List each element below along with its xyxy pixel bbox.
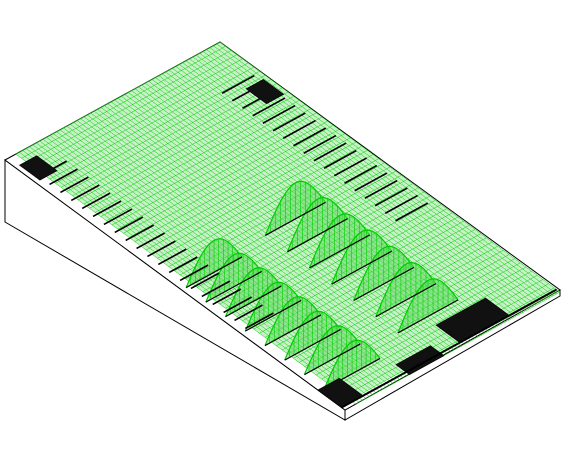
comb-finger — [282, 119, 316, 139]
ridge-electrode — [397, 299, 459, 334]
comb-finger — [70, 184, 100, 202]
comb-finger — [364, 179, 398, 199]
ridge-electrode — [265, 201, 326, 236]
ridge-electrode — [304, 343, 361, 376]
electrode-pad — [245, 79, 285, 105]
ridge-electrode — [225, 285, 282, 318]
ridge-electrode — [244, 299, 302, 332]
ridge-layer — [185, 180, 459, 390]
comb-finger — [157, 248, 187, 266]
ridge-electrode — [309, 234, 370, 269]
ridge-electrode — [284, 328, 341, 361]
ridge-electrode — [287, 218, 348, 253]
comb-finger — [252, 97, 286, 117]
comb-finger — [333, 157, 367, 177]
comb-finger — [384, 194, 418, 214]
comb-finger — [179, 264, 209, 282]
comb-finger — [147, 240, 176, 258]
comb-finger — [395, 202, 429, 222]
comb-finger — [92, 200, 122, 218]
comb-finger — [201, 280, 231, 298]
comb-finger — [354, 172, 388, 192]
ridge-electrode — [264, 314, 322, 347]
comb-finger — [344, 164, 378, 184]
comb-finger — [190, 272, 220, 290]
ridge-electrode — [205, 270, 263, 303]
ridge-electrode — [375, 283, 437, 318]
ridge-electrode — [331, 250, 393, 285]
comb-finger — [103, 208, 133, 226]
comb-finger — [125, 224, 155, 242]
comb-finger — [168, 256, 198, 274]
comb-finger — [223, 296, 252, 314]
ridge-electrode — [185, 256, 243, 289]
comb-finger — [303, 134, 337, 154]
electrode-pad — [395, 345, 445, 375]
ridge-electrode — [353, 266, 415, 301]
comb-finger — [262, 104, 296, 124]
front-rail — [341, 288, 558, 409]
comb-finger — [244, 312, 274, 330]
comb-finger — [221, 74, 255, 94]
comb-finger — [293, 127, 327, 147]
electrode-pad — [18, 155, 58, 181]
comb-finger — [272, 112, 306, 132]
comb-finger — [323, 149, 357, 169]
electrode-layer — [18, 74, 558, 409]
comb-finger — [81, 192, 111, 210]
comb-finger — [114, 216, 144, 234]
comb-finger — [313, 142, 347, 162]
comb-finger — [136, 232, 165, 250]
comb-finger — [234, 304, 263, 322]
comb-finger — [60, 176, 89, 194]
comb-finger — [374, 187, 408, 207]
comb-finger — [49, 168, 78, 186]
comb-finger — [212, 288, 242, 306]
